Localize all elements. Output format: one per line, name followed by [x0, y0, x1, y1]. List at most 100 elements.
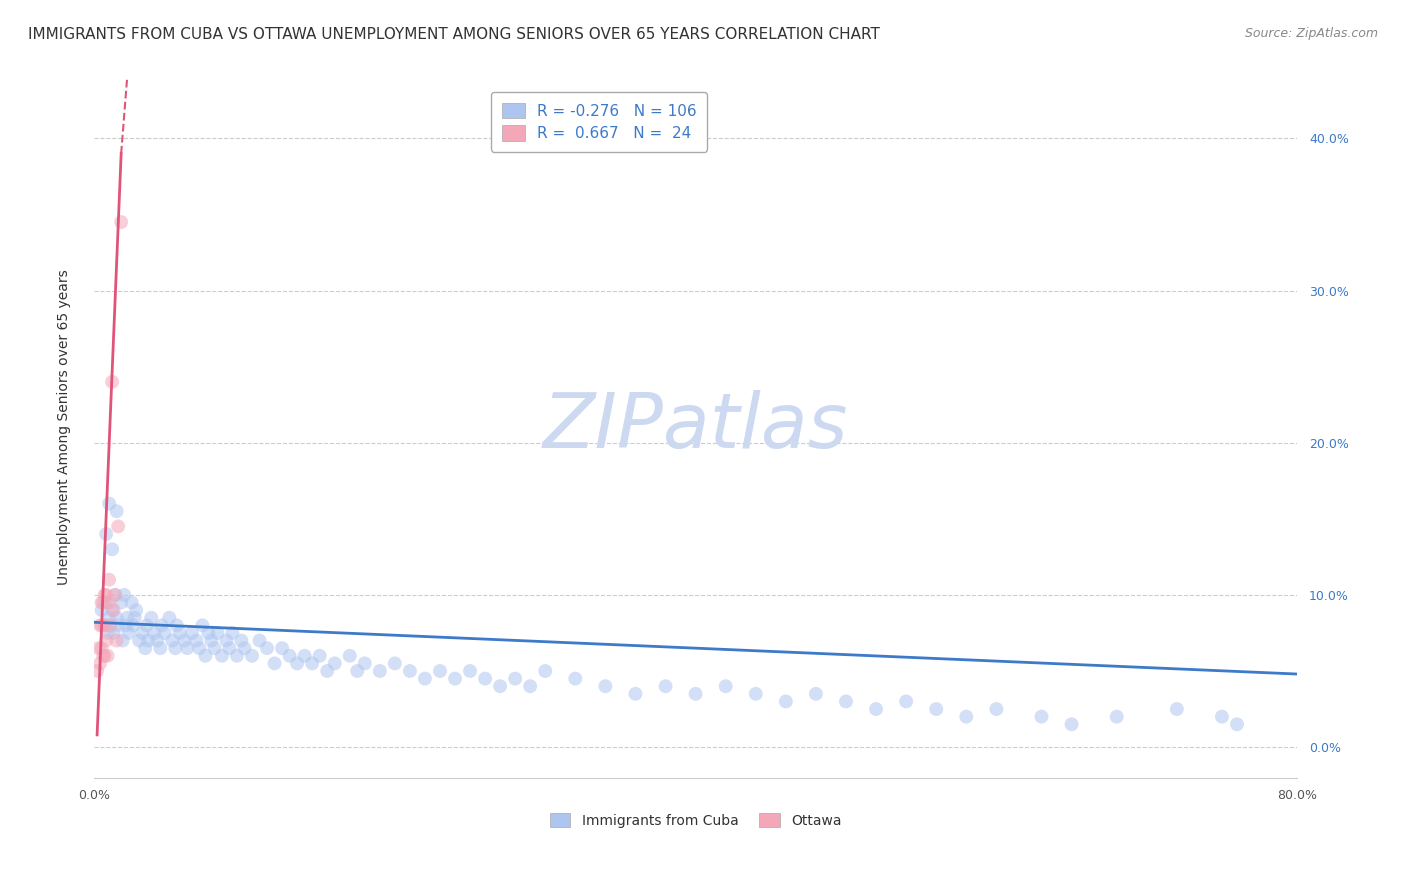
Point: [256, 641, 278, 656]
Point: [429, 664, 451, 678]
Point: [110, 215, 132, 229]
Point: [104, 588, 127, 602]
Text: ZIPatlas: ZIPatlas: [543, 391, 848, 465]
Point: [91, 648, 114, 663]
Point: [173, 633, 195, 648]
Point: [745, 687, 768, 701]
Point: [107, 618, 129, 632]
Point: [94, 527, 117, 541]
Point: [150, 618, 173, 632]
Point: [100, 618, 122, 632]
Point: [86, 664, 108, 678]
Point: [115, 611, 138, 625]
Point: [564, 672, 586, 686]
Point: [98, 595, 121, 609]
Point: [93, 618, 115, 632]
Point: [169, 626, 191, 640]
Point: [384, 657, 406, 671]
Point: [215, 633, 238, 648]
Point: [91, 595, 114, 609]
Point: [368, 664, 391, 678]
Point: [146, 633, 169, 648]
Point: [339, 648, 361, 663]
Point: [519, 679, 541, 693]
Point: [221, 626, 243, 640]
Point: [865, 702, 887, 716]
Point: [135, 618, 157, 632]
Point: [165, 641, 187, 656]
Point: [93, 618, 115, 632]
Point: [231, 633, 253, 648]
Point: [128, 633, 150, 648]
Point: [107, 519, 129, 533]
Point: [233, 641, 256, 656]
Point: [489, 679, 512, 693]
Point: [162, 633, 184, 648]
Point: [308, 648, 330, 663]
Point: [105, 633, 128, 648]
Point: [94, 595, 117, 609]
Text: IMMIGRANTS FROM CUBA VS OTTAWA UNEMPLOYMENT AMONG SENIORS OVER 65 YEARS CORRELAT: IMMIGRANTS FROM CUBA VS OTTAWA UNEMPLOYM…: [28, 27, 880, 42]
Point: [1226, 717, 1249, 731]
Point: [399, 664, 422, 678]
Point: [188, 641, 211, 656]
Point: [186, 633, 208, 648]
Point: [285, 657, 308, 671]
Point: [105, 611, 128, 625]
Point: [1060, 717, 1083, 731]
Point: [218, 641, 240, 656]
Point: [111, 633, 134, 648]
Point: [194, 648, 217, 663]
Point: [125, 603, 148, 617]
Point: [353, 657, 375, 671]
Point: [101, 603, 124, 617]
Point: [346, 664, 368, 678]
Point: [153, 626, 176, 640]
Point: [157, 611, 180, 625]
Point: [654, 679, 676, 693]
Point: [202, 641, 225, 656]
Point: [444, 672, 467, 686]
Point: [104, 588, 127, 602]
Point: [301, 657, 323, 671]
Point: [271, 641, 294, 656]
Point: [249, 633, 271, 648]
Point: [458, 664, 481, 678]
Point: [90, 595, 112, 609]
Point: [101, 375, 124, 389]
Point: [925, 702, 948, 716]
Point: [87, 641, 110, 656]
Point: [278, 648, 301, 663]
Point: [685, 687, 707, 701]
Point: [94, 588, 117, 602]
Point: [89, 657, 111, 671]
Point: [226, 648, 249, 663]
Point: [141, 611, 163, 625]
Point: [105, 504, 128, 518]
Point: [775, 694, 797, 708]
Point: [176, 641, 198, 656]
Point: [94, 633, 117, 648]
Point: [98, 611, 121, 625]
Text: Source: ZipAtlas.com: Source: ZipAtlas.com: [1244, 27, 1378, 40]
Point: [624, 687, 647, 701]
Legend: Immigrants from Cuba, Ottawa: Immigrants from Cuba, Ottawa: [544, 807, 848, 834]
Y-axis label: Unemployment Among Seniors over 65 years: Unemployment Among Seniors over 65 years: [58, 269, 72, 585]
Point: [90, 641, 112, 656]
Point: [93, 648, 115, 663]
Point: [191, 618, 214, 632]
Point: [323, 657, 346, 671]
Point: [149, 641, 172, 656]
Point: [98, 497, 121, 511]
Point: [90, 618, 112, 632]
Point: [1166, 702, 1188, 716]
Point: [534, 664, 557, 678]
Point: [211, 648, 233, 663]
Point: [294, 648, 316, 663]
Point: [110, 595, 132, 609]
Point: [986, 702, 1008, 716]
Point: [180, 626, 202, 640]
Point: [134, 641, 156, 656]
Point: [197, 626, 219, 640]
Point: [121, 595, 143, 609]
